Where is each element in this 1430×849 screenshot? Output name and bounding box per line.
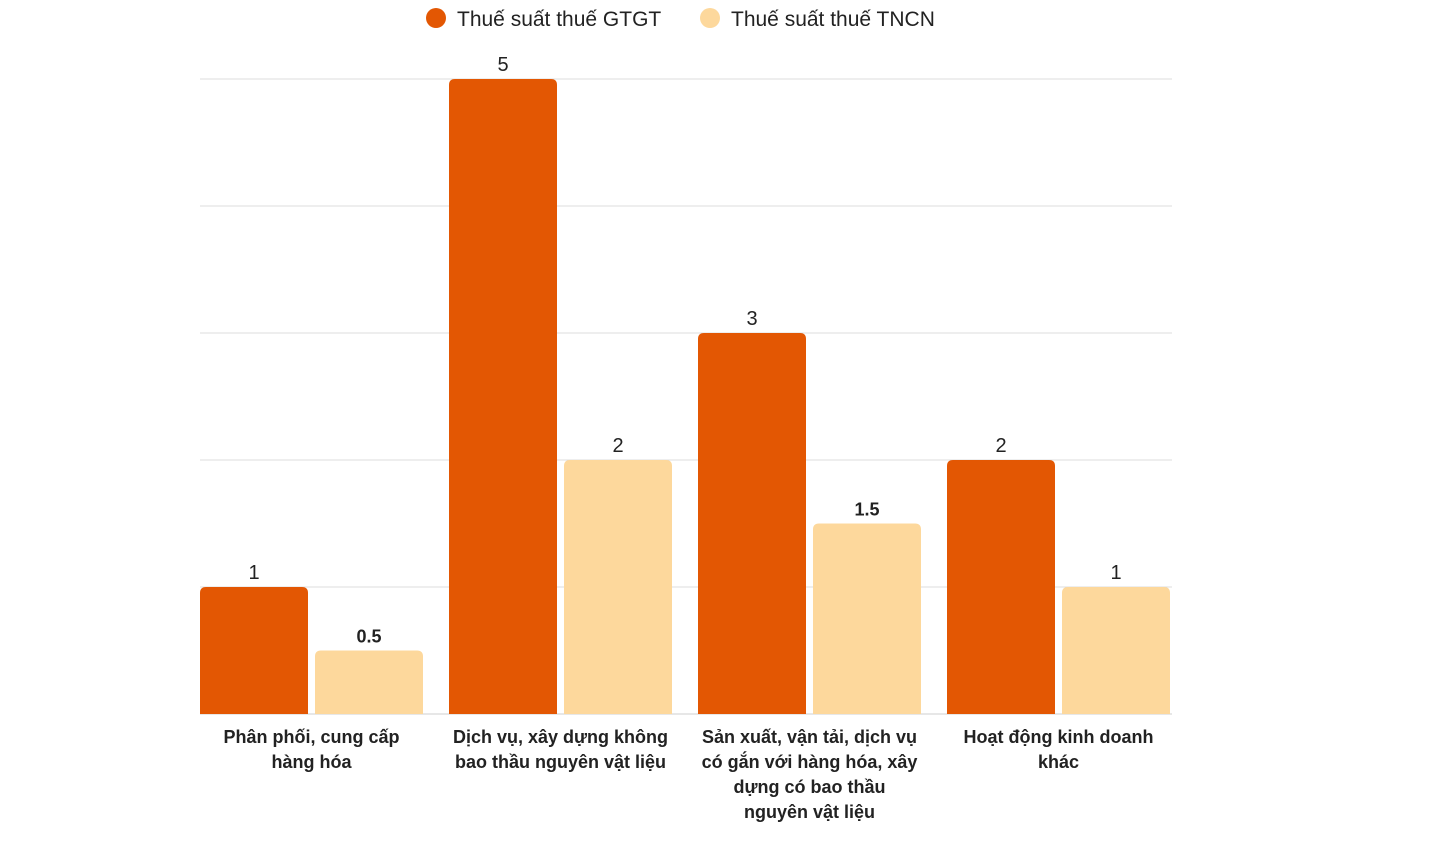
- data-label: 5: [497, 54, 508, 76]
- bar-gtgt: [200, 587, 308, 714]
- bar-gtgt: [449, 79, 557, 714]
- data-label: 2: [612, 435, 623, 457]
- bars: [200, 79, 1170, 714]
- data-label: 1: [248, 562, 259, 584]
- legend-marker: [426, 8, 446, 28]
- bar-tncn: [315, 650, 423, 714]
- legend: Thuế suất thuế GTGT Thuế suất thuế TNCN: [426, 8, 935, 31]
- legend-label: Thuế suất thuế GTGT: [457, 8, 661, 31]
- legend-marker: [700, 8, 720, 28]
- bar-gtgt: [698, 333, 806, 714]
- data-label: 1: [1110, 562, 1121, 584]
- category-label: Phân phối, cung cấp hàng hóa: [223, 727, 399, 772]
- data-label: 2: [995, 435, 1006, 457]
- bar-gtgt: [947, 460, 1055, 714]
- category-label: Sản xuất, vận tải, dịch vụ có gắn với hàn…: [702, 727, 918, 822]
- bar-tncn: [564, 460, 672, 714]
- category-label: Dịch vụ, xây dựng không bao thầu nguyên v…: [453, 727, 668, 772]
- category-labels: Phân phối, cung cấp hàng hóa Dịch vụ, xây …: [223, 727, 1153, 822]
- data-label: 3: [746, 308, 757, 330]
- data-label: 0.5: [356, 627, 381, 647]
- bar-tncn: [813, 523, 921, 714]
- legend-label: Thuế suất thuế TNCN: [731, 8, 935, 31]
- data-label: 1.5: [854, 500, 879, 520]
- bar-tncn: [1062, 587, 1170, 714]
- category-label: Hoạt động kinh doanh khác: [964, 727, 1154, 772]
- value-labels: 1 0.5 5 2 3 1.5 2 1: [248, 54, 1121, 647]
